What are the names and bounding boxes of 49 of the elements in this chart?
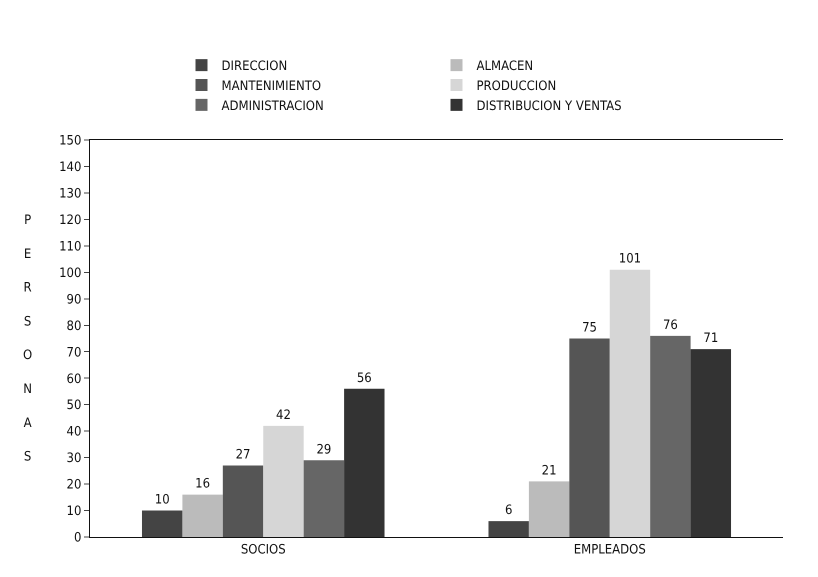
legend-label: ALMACEN [476, 59, 534, 74]
y-tick-label: 140 [59, 160, 82, 176]
bar [650, 336, 691, 537]
data-label: 101 [618, 252, 642, 267]
data-label: 71 [703, 331, 718, 346]
data-label: 42 [276, 408, 291, 423]
x-tick-label: EMPLEADOS [574, 542, 646, 558]
bar [263, 426, 304, 537]
legend-label: ADMINISTRACION [222, 98, 324, 114]
bar [690, 349, 732, 537]
bar [182, 494, 223, 537]
y-tick-label: 0 [74, 530, 82, 546]
y-tick-label: 60 [66, 372, 82, 387]
legend-label: DIRECCION [222, 59, 288, 74]
bar [344, 388, 385, 537]
data-label: 6 [504, 503, 512, 518]
y-tick-label: 130 [59, 186, 82, 202]
bar [569, 338, 610, 537]
x-tick-label: SOCIOS [240, 542, 286, 558]
legend-label: MANTENIMIENTO [222, 79, 322, 94]
bar [610, 270, 650, 537]
data-label: 16 [195, 476, 210, 492]
y-tick-label: 40 [66, 424, 82, 440]
data-label: 29 [316, 442, 332, 458]
y-tick-label: 110 [59, 239, 82, 254]
y-tick-label: 30 [66, 451, 82, 466]
bar [222, 466, 264, 537]
data-label: 75 [582, 320, 597, 336]
y-tick-label: 50 [66, 398, 82, 414]
data-label: 10 [154, 492, 170, 508]
legend-label: PRODUCCION [476, 79, 556, 94]
data-label: 56 [356, 370, 372, 386]
y-tick-label: 20 [66, 478, 82, 493]
bar [142, 510, 182, 537]
y-tick-label: 80 [66, 318, 82, 334]
data-label: 76 [662, 318, 678, 333]
bar [488, 521, 529, 537]
y-tick-label: 150 [59, 134, 82, 149]
text: PERSONAS [23, 213, 32, 465]
y-tick-label: 70 [66, 345, 82, 360]
y-tick-label: 100 [59, 266, 82, 281]
data-label: 27 [236, 448, 250, 463]
data-label: 21 [542, 463, 557, 478]
y-tick-label: 120 [59, 212, 82, 228]
bar [304, 460, 344, 537]
legend-label: DISTRIBUCION Y VENTAS [476, 98, 622, 114]
y-tick-label: 10 [66, 504, 82, 520]
bar [528, 481, 570, 537]
y-tick-label: 90 [66, 292, 82, 308]
